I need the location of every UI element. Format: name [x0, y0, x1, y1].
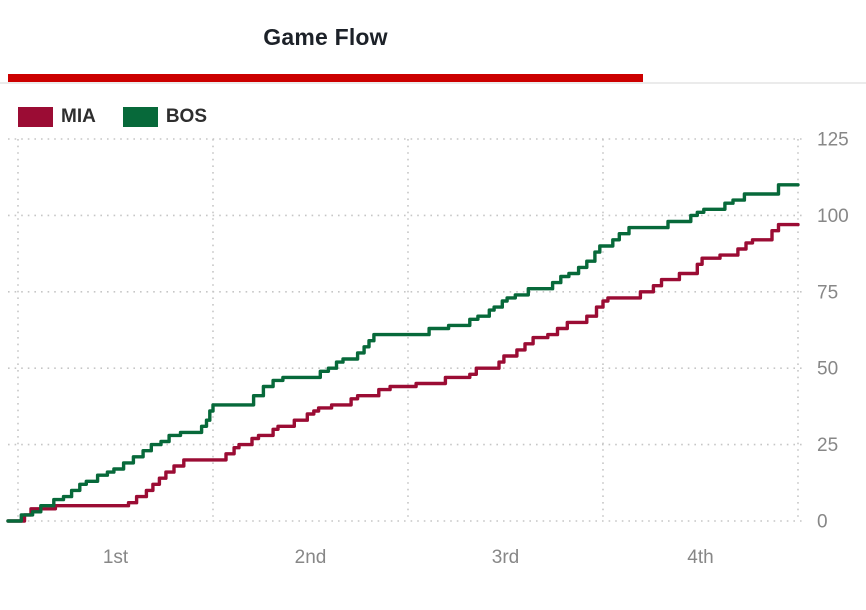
x-tick-label: 3rd	[492, 547, 519, 568]
grid-layer	[8, 138, 806, 522]
series-line-bos	[6, 183, 800, 523]
series-layer	[6, 183, 800, 523]
series-line-mia	[6, 222, 800, 523]
chart-legend: MIA BOS	[18, 107, 207, 127]
game-flow-plot: 0 25 50 75 100 125 1st 2nd 3rd 4th	[6, 130, 849, 568]
x-tick-label: 1st	[103, 547, 129, 568]
header-divider-line	[0, 82, 866, 84]
legend-item-mia: MIA	[18, 107, 96, 127]
x-tick-label: 4th	[687, 547, 713, 568]
legend-label-bos: BOS	[165, 106, 208, 127]
x-tick-label: 2nd	[295, 547, 327, 568]
page-title: Game Flow	[263, 24, 388, 50]
mia-color-swatch	[18, 107, 53, 127]
game-flow-chart: 0 25 50 75 100 125 1st 2nd 3rd 4th	[0, 130, 866, 610]
header-accent-bar	[8, 74, 643, 82]
axis-labels-layer: 0 25 50 75 100 125 1st 2nd 3rd 4th	[103, 130, 849, 568]
y-tick-label: 25	[817, 435, 838, 456]
y-tick-label: 125	[817, 130, 849, 151]
legend-label-mia: MIA	[61, 106, 96, 127]
y-tick-label: 75	[817, 282, 838, 303]
y-tick-label: 50	[817, 359, 838, 380]
y-tick-label: 100	[817, 206, 849, 227]
bos-color-swatch	[122, 107, 158, 127]
legend-item-bos: BOS	[122, 106, 208, 127]
y-tick-label: 0	[817, 512, 828, 533]
